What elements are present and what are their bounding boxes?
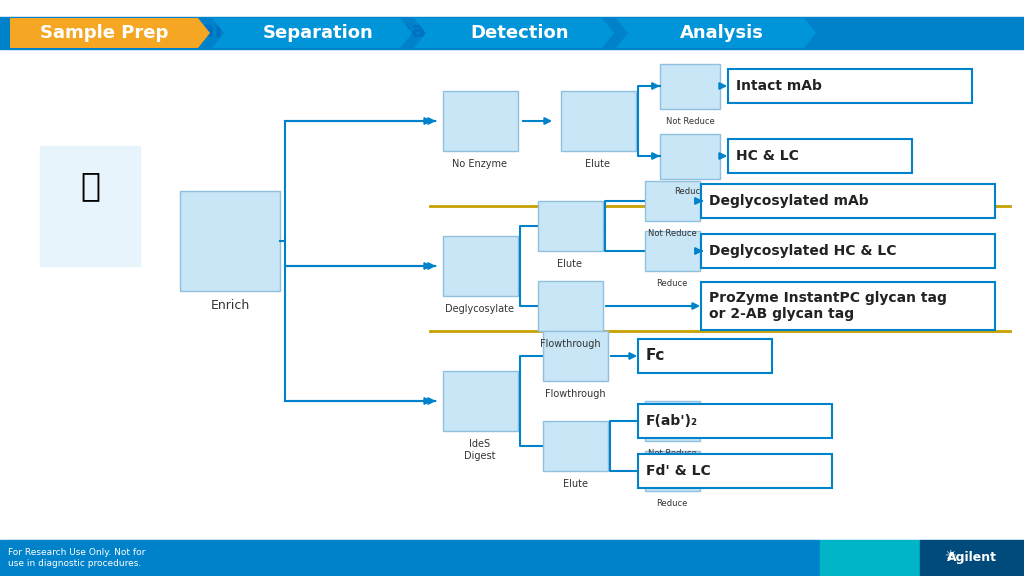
FancyBboxPatch shape <box>543 331 607 381</box>
FancyBboxPatch shape <box>0 17 1024 49</box>
FancyBboxPatch shape <box>920 540 1024 576</box>
Text: Not Reduce: Not Reduce <box>647 449 696 458</box>
FancyBboxPatch shape <box>728 69 972 103</box>
FancyBboxPatch shape <box>701 282 995 330</box>
FancyBboxPatch shape <box>40 146 140 266</box>
FancyBboxPatch shape <box>701 184 995 218</box>
FancyBboxPatch shape <box>660 63 720 108</box>
Text: Elute: Elute <box>586 159 610 169</box>
FancyBboxPatch shape <box>543 421 607 471</box>
FancyBboxPatch shape <box>442 91 517 151</box>
Text: For Research Use Only. Not for
use in diagnostic procedures.: For Research Use Only. Not for use in di… <box>8 548 145 568</box>
FancyBboxPatch shape <box>660 134 720 179</box>
Text: AssayMAP Glycan Profiling Preparation: AssayMAP Glycan Profiling Preparation <box>10 21 502 41</box>
Text: Fd' & LC: Fd' & LC <box>646 464 711 478</box>
Text: Separation: Separation <box>262 24 374 42</box>
FancyBboxPatch shape <box>638 454 831 488</box>
Text: Not Reduce: Not Reduce <box>647 229 696 238</box>
Text: Flowthrough: Flowthrough <box>540 339 600 349</box>
FancyBboxPatch shape <box>442 236 517 296</box>
FancyBboxPatch shape <box>644 401 699 441</box>
Text: Not Reduce: Not Reduce <box>666 116 715 126</box>
Text: No Enzyme: No Enzyme <box>453 159 508 169</box>
FancyBboxPatch shape <box>644 181 699 221</box>
FancyBboxPatch shape <box>638 404 831 438</box>
Polygon shape <box>414 18 614 48</box>
Text: Deglycosylate: Deglycosylate <box>445 304 514 314</box>
Text: F(ab')₂: F(ab')₂ <box>646 414 698 428</box>
Text: ProZyme InstantPC glycan tag
or 2-AB glycan tag: ProZyme InstantPC glycan tag or 2-AB gly… <box>709 291 947 321</box>
Text: Reduce: Reduce <box>656 499 688 508</box>
Text: Fc: Fc <box>646 348 666 363</box>
Text: Enrich: Enrich <box>210 299 250 312</box>
Text: Detection: Detection <box>471 24 569 42</box>
Text: ✳: ✳ <box>944 549 955 563</box>
FancyBboxPatch shape <box>538 281 602 331</box>
FancyBboxPatch shape <box>560 91 636 151</box>
Polygon shape <box>212 18 412 48</box>
FancyBboxPatch shape <box>180 191 280 291</box>
Polygon shape <box>10 18 210 48</box>
FancyBboxPatch shape <box>442 371 517 431</box>
FancyBboxPatch shape <box>0 540 820 576</box>
Text: Analysis: Analysis <box>680 24 764 42</box>
Text: Intact mAb: Intact mAb <box>736 79 822 93</box>
FancyBboxPatch shape <box>728 139 912 173</box>
Text: HC & LC: HC & LC <box>736 149 799 163</box>
Text: Elute: Elute <box>557 259 583 269</box>
Text: 🖥: 🖥 <box>80 169 100 203</box>
FancyBboxPatch shape <box>638 339 772 373</box>
FancyBboxPatch shape <box>701 234 995 268</box>
Polygon shape <box>616 18 816 48</box>
Text: Deglycosylated mAb: Deglycosylated mAb <box>709 194 868 208</box>
FancyBboxPatch shape <box>538 201 602 251</box>
Text: Sample Prep: Sample Prep <box>40 24 168 42</box>
FancyBboxPatch shape <box>644 231 699 271</box>
Text: Reduce: Reduce <box>656 279 688 288</box>
Text: Agilent: Agilent <box>947 551 997 564</box>
FancyBboxPatch shape <box>644 451 699 491</box>
Text: Elute: Elute <box>562 479 588 489</box>
FancyBboxPatch shape <box>820 540 920 576</box>
Text: Reduce: Reduce <box>675 187 706 195</box>
Text: Flowthrough: Flowthrough <box>545 389 605 399</box>
Text: Deglycosylated HC & LC: Deglycosylated HC & LC <box>709 244 896 258</box>
Text: IdeS
Digest: IdeS Digest <box>464 439 496 461</box>
